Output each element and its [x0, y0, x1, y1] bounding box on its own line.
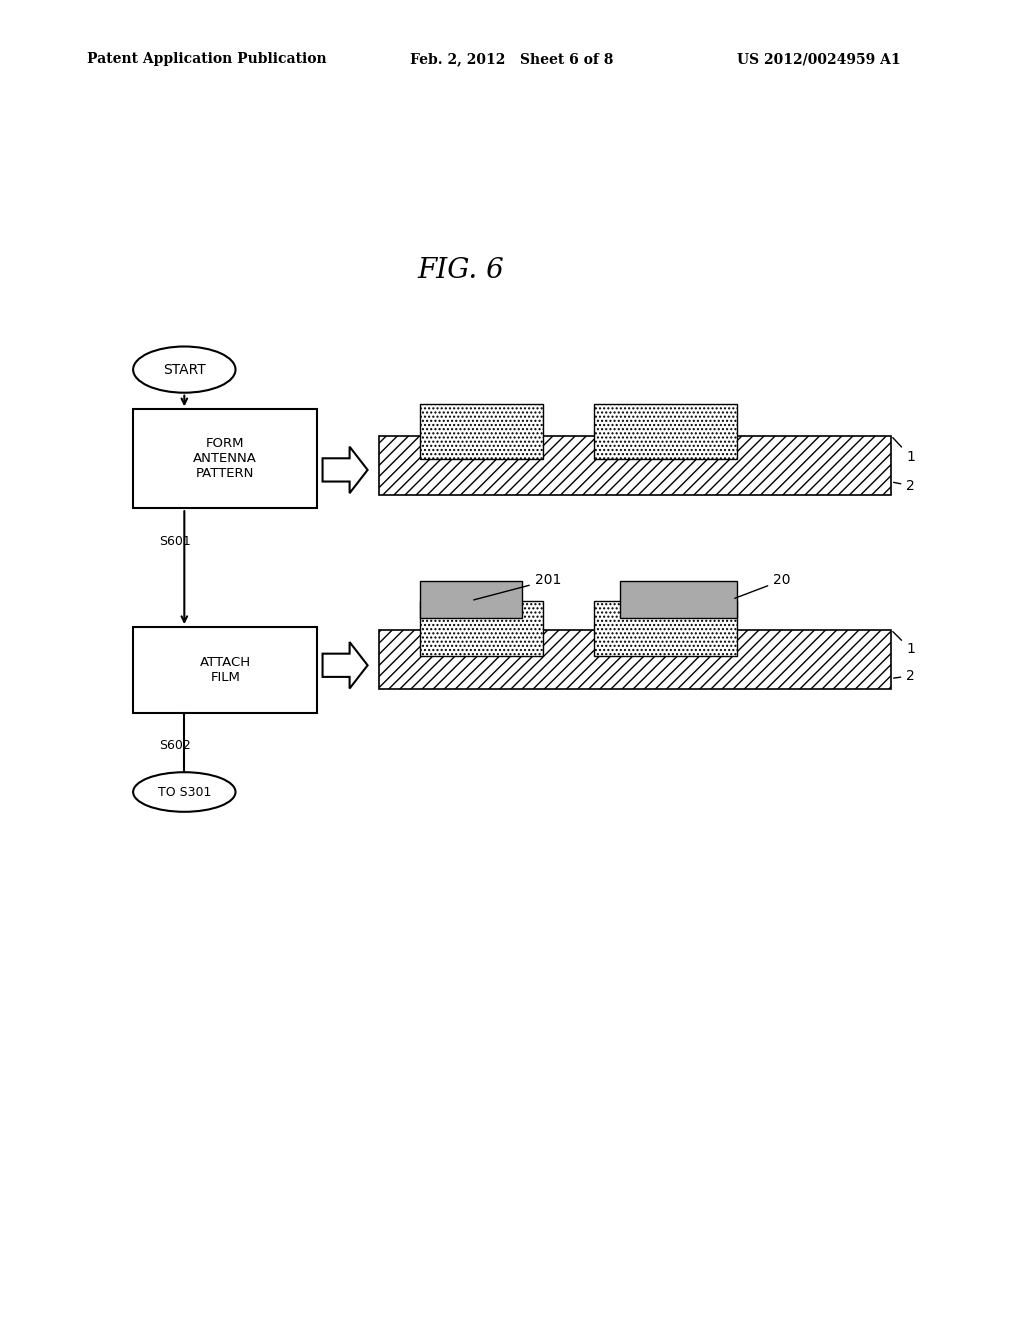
Bar: [420, 601, 543, 656]
Text: S601: S601: [159, 535, 190, 548]
Text: FIG. 6: FIG. 6: [418, 257, 504, 284]
Text: Patent Application Publication: Patent Application Publication: [87, 53, 327, 66]
Text: 201: 201: [474, 573, 561, 599]
Text: US 2012/0024959 A1: US 2012/0024959 A1: [737, 53, 901, 66]
Bar: [594, 601, 737, 656]
Bar: [379, 436, 891, 495]
Bar: [379, 630, 891, 689]
Bar: [420, 581, 522, 618]
Text: 1: 1: [893, 438, 915, 463]
Text: 20: 20: [735, 573, 791, 598]
Text: 2: 2: [894, 669, 915, 682]
Text: 1: 1: [893, 631, 915, 656]
Text: Feb. 2, 2012   Sheet 6 of 8: Feb. 2, 2012 Sheet 6 of 8: [410, 53, 613, 66]
Text: START: START: [163, 363, 206, 376]
Text: 2: 2: [894, 479, 915, 492]
Text: TO S301: TO S301: [158, 785, 211, 799]
Bar: [594, 404, 737, 459]
Bar: [420, 404, 543, 459]
Bar: [620, 581, 737, 618]
Text: S602: S602: [159, 739, 190, 752]
Text: ATTACH
FILM: ATTACH FILM: [200, 656, 251, 684]
Text: FORM
ANTENNA
PATTERN: FORM ANTENNA PATTERN: [194, 437, 257, 480]
